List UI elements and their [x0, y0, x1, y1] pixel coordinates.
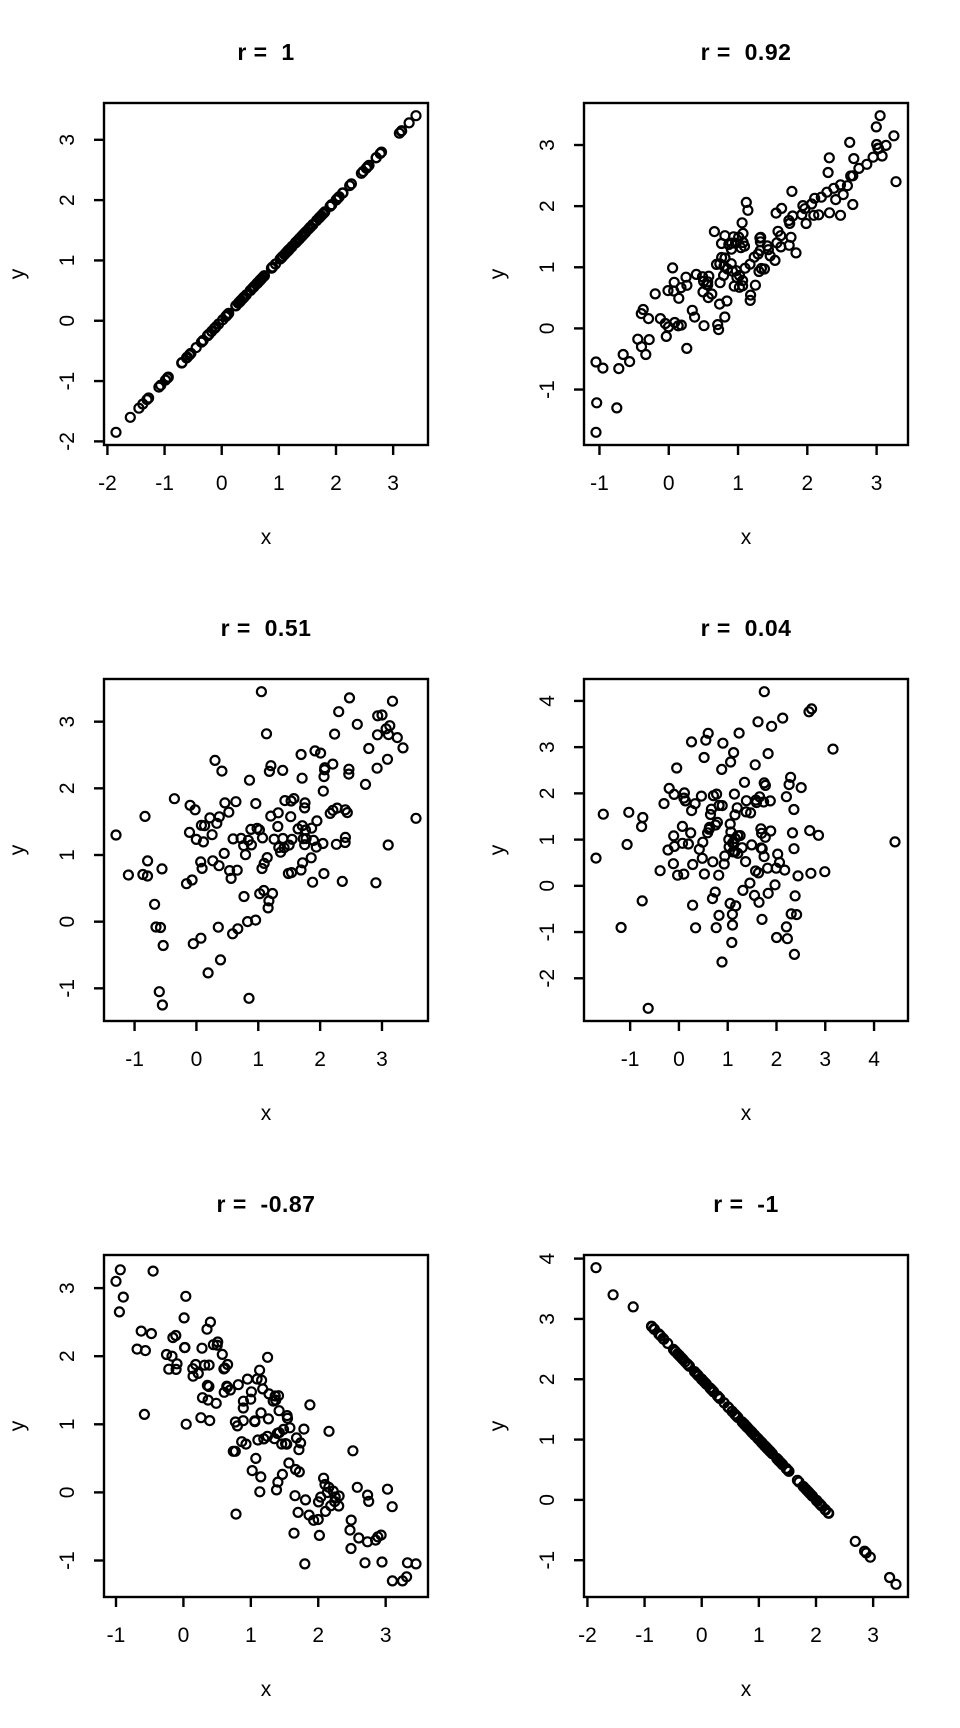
svg-text:3: 3	[376, 1048, 388, 1071]
svg-text:0: 0	[536, 880, 559, 892]
svg-text:4: 4	[536, 1252, 559, 1264]
svg-text:3: 3	[536, 1313, 559, 1325]
svg-text:3: 3	[387, 472, 399, 495]
y-axis-label: y	[486, 844, 509, 856]
svg-text:-1: -1	[56, 979, 79, 998]
svg-text:2: 2	[330, 472, 342, 495]
scatter-plot-r-0.04: -1 0 1 2 3 4 -2 -1 0 1 2 3 4	[536, 677, 910, 1071]
svg-text:2: 2	[56, 782, 79, 794]
svg-text:1: 1	[753, 1624, 765, 1647]
scatter-panel-r-0.92: r = 0.92 -1 0 1 2 3 -1 0 1 2 3 x y	[480, 0, 960, 576]
plot-title: r = -0.87	[216, 1191, 316, 1217]
svg-text:2: 2	[536, 788, 559, 800]
svg-text:2: 2	[771, 1048, 783, 1071]
svg-text:1: 1	[536, 834, 559, 846]
scatter-plot-r-neg-1: -2 -1 0 1 2 3 -1 0 1 2 3 4	[536, 1252, 910, 1647]
scatter-panel-r-neg-1: r = -1 -2 -1 0 1 2 3 -1 0 1 2 3 4 x y	[480, 1152, 960, 1728]
scatter-panel-r-0.51: r = 0.51 -1 0 1 2 3 -1 0 1 2 3 x y	[0, 576, 480, 1152]
y-axis-label: y	[486, 1420, 509, 1432]
svg-text:1: 1	[252, 1048, 264, 1071]
svg-text:1: 1	[732, 472, 744, 495]
svg-text:0: 0	[536, 1494, 559, 1506]
x-axis-label: x	[740, 1678, 752, 1701]
svg-text:1: 1	[273, 472, 285, 495]
svg-text:0: 0	[536, 323, 559, 335]
svg-text:-2: -2	[536, 969, 559, 988]
svg-text:3: 3	[871, 472, 883, 495]
svg-text:2: 2	[314, 1048, 326, 1071]
svg-text:0: 0	[56, 1487, 79, 1499]
svg-text:-2: -2	[98, 472, 117, 495]
svg-text:3: 3	[536, 741, 559, 753]
svg-text:4: 4	[868, 1048, 880, 1071]
svg-text:-2: -2	[56, 432, 79, 451]
scatter-panel-r-neg-0.87: r = -0.87 -1 0 1 2 3 -1 0 1 2 3 x y	[0, 1152, 480, 1728]
svg-text:-1: -1	[125, 1048, 144, 1071]
svg-text:0: 0	[663, 472, 675, 495]
svg-text:2: 2	[536, 1373, 559, 1385]
x-axis-label: x	[260, 526, 272, 549]
svg-text:-1: -1	[536, 1551, 559, 1570]
x-axis-label: x	[260, 1102, 272, 1125]
plot-title: r = 0.51	[220, 615, 312, 641]
x-axis-label: x	[740, 1102, 752, 1125]
svg-text:1: 1	[56, 1418, 79, 1430]
svg-text:-1: -1	[107, 1624, 126, 1647]
svg-text:0: 0	[696, 1624, 708, 1647]
svg-text:2: 2	[56, 194, 79, 206]
svg-text:0: 0	[191, 1048, 203, 1071]
y-axis-label: y	[6, 844, 29, 856]
svg-text:-1: -1	[155, 472, 174, 495]
svg-text:1: 1	[245, 1624, 257, 1647]
svg-text:-1: -1	[536, 923, 559, 942]
svg-text:2: 2	[536, 200, 559, 212]
plot-title: r = 0.92	[700, 39, 792, 65]
plot-title: r = -1	[713, 1191, 779, 1217]
svg-text:1: 1	[536, 261, 559, 273]
svg-text:2: 2	[810, 1624, 822, 1647]
svg-text:0: 0	[56, 916, 79, 928]
y-axis-label: y	[6, 268, 29, 280]
x-axis-label: x	[260, 1678, 272, 1701]
svg-text:4: 4	[536, 695, 559, 707]
svg-text:0: 0	[178, 1624, 190, 1647]
scatter-panel-r-1: r = 1 -2 -1 0 1 2 3 -2 -1 0 1 2 3 x y	[0, 0, 480, 576]
svg-text:3: 3	[536, 139, 559, 151]
svg-text:3: 3	[56, 716, 79, 728]
svg-text:1: 1	[722, 1048, 734, 1071]
scatter-plot-r-0.92: -1 0 1 2 3 -1 0 1 2 3	[536, 101, 910, 495]
y-axis-label: y	[486, 268, 509, 280]
svg-text:-1: -1	[56, 1551, 79, 1570]
svg-text:-1: -1	[635, 1624, 654, 1647]
svg-text:3: 3	[380, 1624, 392, 1647]
svg-text:2: 2	[312, 1624, 324, 1647]
scatter-plot-r-neg-0.87: -1 0 1 2 3 -1 0 1 2 3	[56, 1253, 430, 1647]
svg-text:2: 2	[56, 1350, 79, 1362]
svg-text:-1: -1	[621, 1048, 640, 1071]
scatter-plot-r-1: -2 -1 0 1 2 3 -2 -1 0 1 2 3	[56, 101, 430, 495]
svg-text:3: 3	[56, 1282, 79, 1294]
svg-text:2: 2	[801, 472, 813, 495]
svg-text:3: 3	[819, 1048, 831, 1071]
svg-text:-1: -1	[536, 380, 559, 399]
plot-title: r = 0.04	[700, 615, 792, 641]
svg-text:0: 0	[673, 1048, 685, 1071]
svg-text:0: 0	[56, 315, 79, 327]
scatter-plot-r-0.51: -1 0 1 2 3 -1 0 1 2 3	[56, 677, 430, 1071]
svg-text:1: 1	[536, 1434, 559, 1446]
plot-title: r = 1	[237, 39, 295, 65]
svg-text:3: 3	[56, 134, 79, 146]
svg-text:1: 1	[56, 255, 79, 267]
svg-text:-1: -1	[56, 372, 79, 391]
svg-text:0: 0	[216, 472, 228, 495]
svg-text:1: 1	[56, 849, 79, 861]
svg-text:-2: -2	[578, 1624, 597, 1647]
y-axis-label: y	[6, 1420, 29, 1432]
svg-text:-1: -1	[590, 472, 609, 495]
x-axis-label: x	[740, 526, 752, 549]
svg-text:3: 3	[867, 1624, 879, 1647]
scatter-panel-r-0.04: r = 0.04 -1 0 1 2 3 4 -2 -1 0 1 2 3 4 x y	[480, 576, 960, 1152]
